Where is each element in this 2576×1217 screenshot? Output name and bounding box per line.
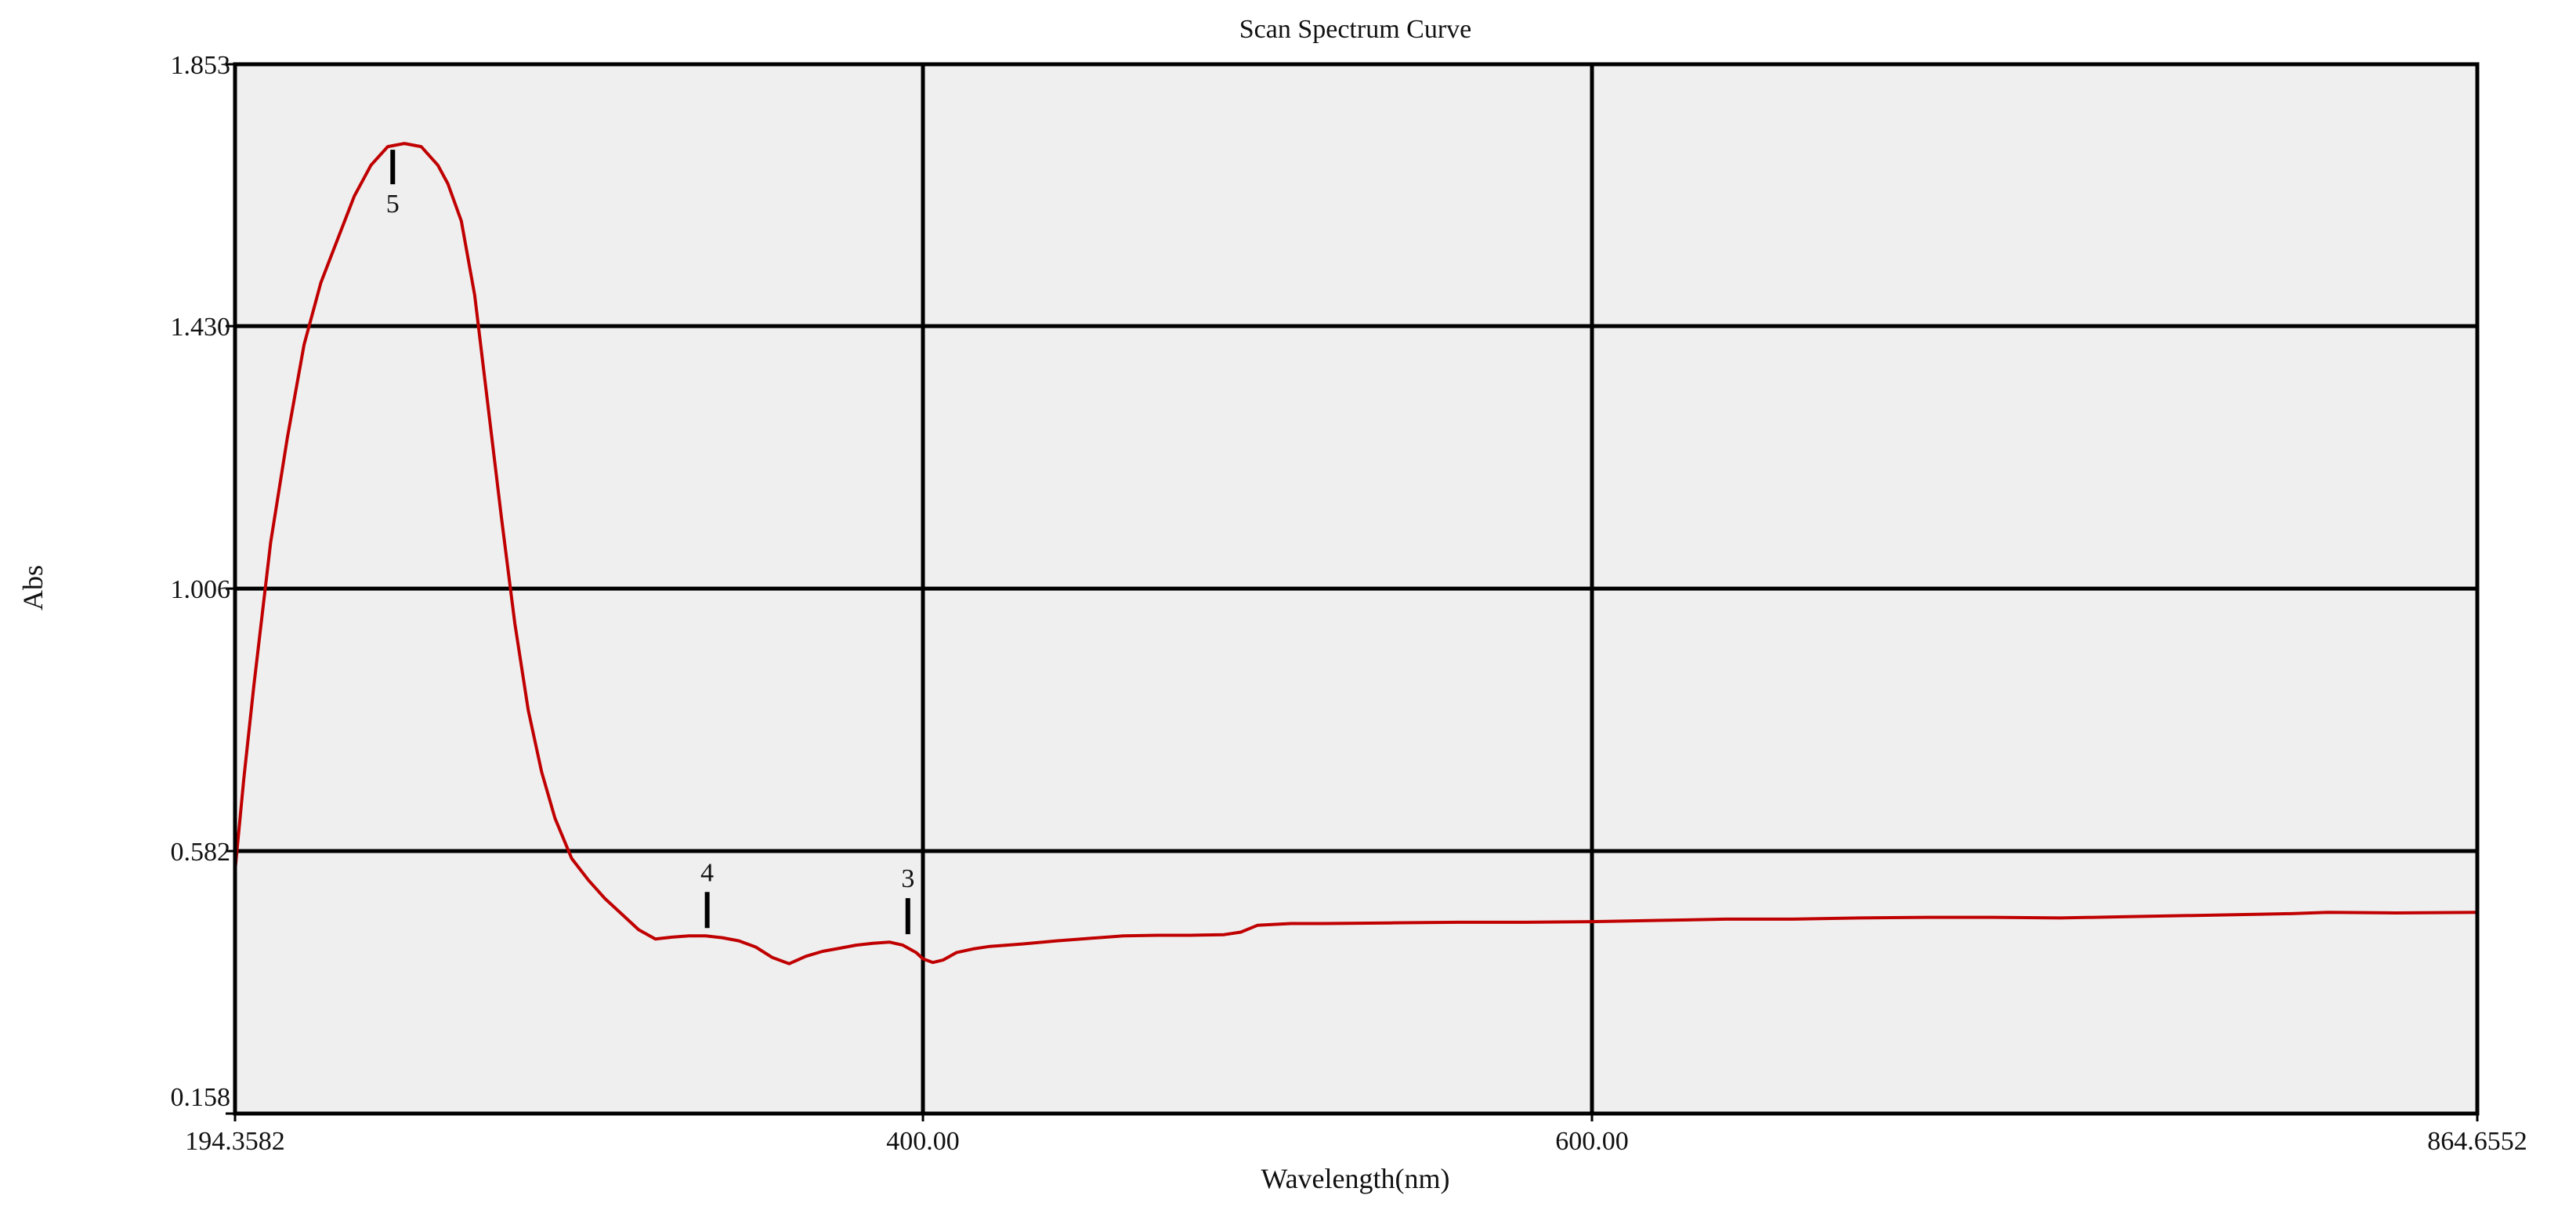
peak-markers: 5 4 3	[386, 150, 914, 935]
y-tick-label: 0.582	[171, 838, 231, 867]
y-tick-label: 1.430	[171, 313, 231, 342]
x-tick-label: 400.00	[886, 1127, 960, 1156]
x-tick-labels: 194.3582 400.00 600.00 864.6552	[185, 1114, 2527, 1156]
gridlines	[235, 64, 2477, 1114]
chart-title: Scan Spectrum Curve	[1239, 15, 1472, 44]
peak-marker-label: 5	[386, 190, 400, 219]
y-tick-label: 1.006	[171, 575, 231, 604]
y-tick-label: 0.158	[171, 1083, 231, 1112]
x-tick-label: 194.3582	[185, 1127, 285, 1156]
peak-marker-label: 4	[700, 858, 714, 887]
y-tick-label: 1.853	[171, 51, 231, 80]
x-axis-label: Wavelength(nm)	[1261, 1163, 1449, 1194]
plot-frame	[233, 62, 2480, 1116]
peak-marker-label: 3	[901, 864, 914, 893]
y-axis-label: Abs	[17, 565, 49, 610]
y-tick-labels: 0.158 0.582 1.006 1.430 1.853	[171, 51, 235, 1115]
spectrum-series-line	[233, 142, 2478, 965]
x-tick-label: 864.6552	[2427, 1127, 2527, 1156]
x-tick-label: 600.00	[1555, 1127, 1629, 1156]
